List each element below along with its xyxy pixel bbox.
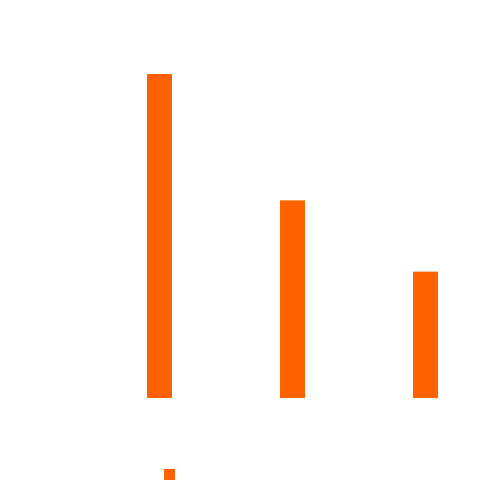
bar-3 <box>413 271 438 398</box>
legend-swatch <box>164 469 175 480</box>
legend <box>164 469 175 480</box>
bar-2 <box>280 200 305 398</box>
bar-1 <box>147 74 172 398</box>
bars-layer <box>147 74 438 398</box>
